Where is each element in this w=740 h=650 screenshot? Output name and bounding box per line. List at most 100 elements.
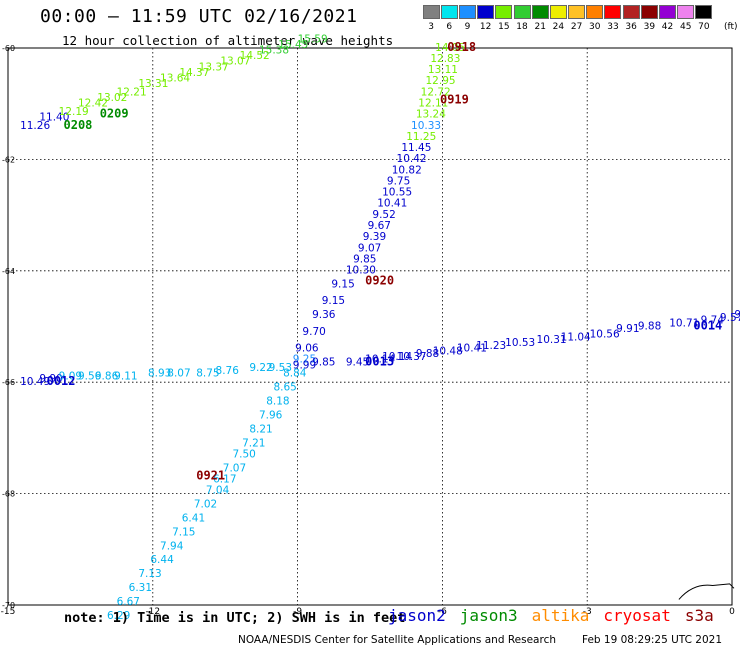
legend-swatch-21: 21 [531, 5, 549, 32]
legend-swatch-36: 36 [622, 5, 640, 32]
legend-swatch-label: 42 [661, 22, 674, 32]
swh-point-label: 11.25 [406, 131, 436, 143]
legend-swatch-42: 42 [658, 5, 677, 32]
swh-point-label: 8.07 [167, 368, 190, 380]
satellite-legend-jason2: jason2 [388, 606, 446, 625]
swh-point-label: 10.41 [377, 198, 407, 210]
swh-point-label: 13.02 [97, 92, 127, 104]
swh-point-label: 10.48 [433, 345, 463, 357]
swh-point-label: 9.25 [293, 354, 316, 366]
swh-point-label: 9.15 [322, 295, 345, 307]
latitude-tick-label: -62 [2, 155, 15, 164]
swh-point-label: 7.02 [194, 499, 217, 511]
longitude-tick-label: -9 [293, 607, 302, 617]
latitude-tick-label: -68 [2, 490, 15, 499]
swh-point-label: 9.15 [331, 279, 354, 291]
map-frame [7, 47, 733, 606]
swh-point-label: 6.29 [107, 610, 130, 622]
latitude-tick-label: -64 [2, 267, 15, 276]
legend-color-box [677, 5, 695, 19]
swh-point-label: 10.55 [382, 187, 412, 199]
swh-point-label: 12.19 [59, 106, 89, 118]
pass-label: 0208 [64, 118, 93, 132]
swh-point-label: 9.22 [249, 362, 272, 374]
legend-swatch-3: 3 [422, 5, 440, 32]
swh-point-label: 9.85 [353, 253, 376, 265]
legend-color-box [495, 5, 513, 19]
swh-point-label: 13.24 [416, 109, 446, 121]
legend-color-box [477, 5, 495, 19]
swh-point-label: 10.41 [457, 343, 487, 355]
map-subtitle: 12 hour collection of altimeter wave hei… [62, 33, 394, 48]
longitude-tick-label: 0 [729, 607, 735, 617]
swh-point-label: 12.95 [426, 75, 456, 87]
pass-label: 0920 [365, 274, 394, 288]
swh-point-label: 9.88 [638, 320, 661, 332]
swh-point-label: 8.76 [216, 365, 240, 377]
swh-point-label: 9.4 [734, 309, 740, 321]
legend-swatch-33: 33 [604, 5, 622, 32]
satellite-legend: jason2 jason3 altika cryosat s3a [388, 606, 714, 625]
swh-point-label: 7.94 [160, 540, 184, 552]
legend-swatch-label: 36 [625, 22, 637, 32]
swh-point-label: 11.26 [20, 120, 50, 132]
legend-swatch-label: 15 [498, 22, 510, 32]
swh-point-label: 9.74 [701, 315, 725, 327]
swh-point-label: 11.45 [401, 142, 431, 154]
satellite-legend-jason3: jason3 [459, 606, 518, 625]
legend-color-box [422, 5, 440, 19]
swh-point-label: 7.13 [138, 568, 161, 580]
swh-point-label: 15.59 [298, 33, 328, 45]
pass-label: 0014 [693, 318, 722, 332]
legend-swatch-label: 21 [534, 22, 546, 32]
swh-point-label: 12.42 [78, 97, 108, 109]
legend-swatch-27: 27 [568, 5, 586, 32]
swh-point-label: 9.39 [363, 231, 386, 243]
swh-point-label: 10.14 [382, 351, 412, 363]
legend-swatch-9: 9 [458, 5, 476, 32]
swh-point-label: 8.65 [273, 382, 296, 394]
legend-swatch-label: 45 [679, 22, 692, 32]
legend-swatch-6: 6 [440, 5, 458, 32]
legend-swatch-12: 12 [477, 5, 495, 32]
swh-point-label: 10.30 [346, 265, 376, 277]
swh-point-label: 10.53 [505, 337, 535, 349]
legend-swatch-label: 24 [552, 22, 565, 32]
swh-point-label: 13.31 [138, 78, 168, 90]
legend-swatch-45: 45 [677, 5, 695, 32]
swh-point-label: 9.36 [312, 309, 336, 321]
legend-swatch-24: 24 [549, 5, 567, 32]
swh-point-label: 13.11 [428, 64, 458, 76]
swh-point-label: 6.67 [117, 596, 140, 608]
swh-point-label: 10.56 [590, 329, 620, 341]
footer-note: note: 1) Time is in UTC; 2) SWH is in fe… [64, 610, 406, 626]
swh-point-label: 10.33 [411, 120, 441, 132]
pass-label: 0921 [196, 469, 225, 483]
legend-color-box [659, 5, 677, 19]
legend-color-box [531, 5, 549, 19]
swh-point-label: 9.91 [616, 323, 639, 335]
swh-point-label: 11.04 [561, 331, 591, 343]
swh-point-label: 9.07 [358, 242, 381, 254]
swh-point-label: 9.70 [302, 326, 325, 338]
legend-swatch-label: 18 [516, 22, 528, 32]
satellite-legend-altika: altika [531, 606, 590, 625]
legend-swatch-15: 15 [495, 5, 513, 32]
legend-color-box [695, 5, 713, 19]
pass-label: 0012 [47, 374, 76, 388]
swh-point-label: 15.45 [278, 39, 308, 51]
footer-timestamp: Feb 19 08:29:25 UTC 2021 [582, 634, 722, 646]
swh-point-label: 10.49 [20, 376, 50, 388]
swh-point-label: 9.88 [416, 348, 439, 360]
legend-swatch-70: 70 [695, 5, 713, 32]
latitude-tick-label: -70 [2, 601, 15, 610]
wave-height-color-legend: 3 6 9 12 15 18 21 24 27 30 33 36 39 42 45 70 [422, 5, 713, 32]
swh-point-label: 10.82 [392, 164, 422, 176]
swh-point-label: 9.75 [387, 175, 410, 187]
legend-swatch-label: 3 [428, 22, 434, 32]
legend-color-box [568, 5, 586, 19]
legend-swatch-label: 12 [479, 22, 492, 32]
legend-color-box [640, 5, 658, 19]
swh-point-label: 7.04 [206, 485, 230, 497]
